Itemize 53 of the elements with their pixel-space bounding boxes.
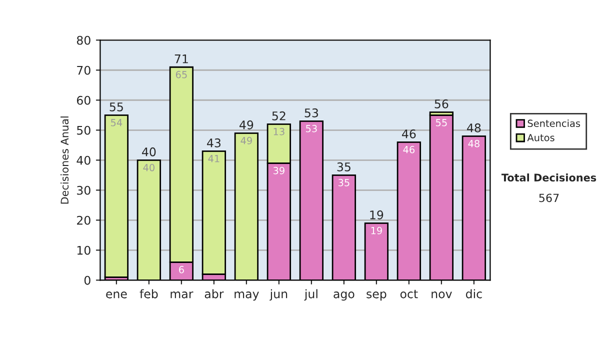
y-tick-label: 40 xyxy=(76,156,90,165)
x-tick-label: jul xyxy=(304,289,318,301)
x-tick-label: ago xyxy=(334,292,354,301)
text: Total Decisiones xyxy=(501,173,596,182)
y-tick-label: 60 xyxy=(76,96,90,105)
data-label: 54 xyxy=(111,119,122,126)
total-label: 71 xyxy=(174,54,188,64)
x-tick-label: ene xyxy=(106,292,127,298)
text: 567 xyxy=(539,194,559,202)
total-label: 55 xyxy=(110,102,123,112)
x-tick-label: feb xyxy=(140,289,158,298)
data-label: 39 xyxy=(274,166,284,174)
y-tick-label: 0 xyxy=(84,276,90,285)
data-label: 48 xyxy=(468,140,480,148)
legend-label: Sentencias xyxy=(528,119,580,128)
x-tick-label: nov xyxy=(432,292,452,298)
total-label: 53 xyxy=(304,108,318,118)
total-label: 46 xyxy=(402,129,416,138)
x-tick-label: may xyxy=(234,292,259,301)
total-label: 19 xyxy=(370,210,384,220)
x-tick-label: mar xyxy=(170,292,194,298)
x-tick-label: sep xyxy=(366,292,386,301)
total-label: 52 xyxy=(272,111,286,120)
x-tick-label: abr xyxy=(204,289,224,298)
y-tick-label: 20 xyxy=(77,216,90,225)
bar xyxy=(104,114,129,278)
x-tick-label: oct xyxy=(400,290,418,298)
total-label: 43 xyxy=(207,138,221,148)
y-tick-label: 80 xyxy=(76,36,90,45)
data-label: 35 xyxy=(338,178,350,186)
total-label: 35 xyxy=(337,162,350,172)
x-tick-label: jun xyxy=(270,289,288,301)
y-tick-label: 30 xyxy=(77,186,90,195)
data-label: 53 xyxy=(306,124,317,132)
data-label: 46 xyxy=(403,146,415,154)
total-label: 48 xyxy=(467,123,481,132)
legend-label: Autos xyxy=(527,134,554,142)
x-tick-label: dic xyxy=(466,289,482,298)
data-label: 49 xyxy=(240,136,252,144)
y-tick-label: 10 xyxy=(77,246,90,255)
data-label: 19 xyxy=(371,226,382,234)
data-label: 55 xyxy=(436,119,447,126)
data-label: 6 xyxy=(179,266,184,274)
total-label: 56 xyxy=(434,99,448,108)
data-label: 65 xyxy=(176,70,187,78)
data-label: 41 xyxy=(208,155,220,162)
y-axis-title: Decisiones Anual xyxy=(60,116,69,204)
data-label: 13 xyxy=(274,128,284,136)
total-label: 49 xyxy=(240,120,254,130)
data-label: 40 xyxy=(143,164,154,172)
total-label: 40 xyxy=(142,147,156,156)
y-tick-label: 70 xyxy=(77,66,90,75)
y-tick-label: 50 xyxy=(77,126,90,135)
